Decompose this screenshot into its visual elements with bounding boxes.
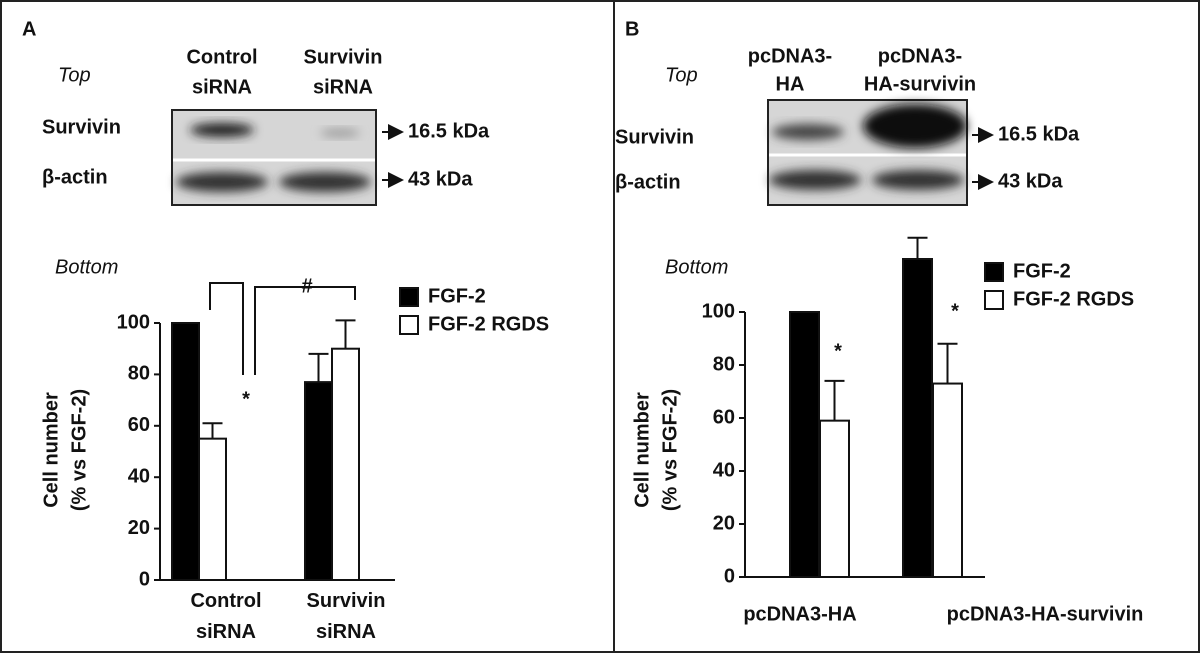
legend-label: FGF-2 [1013, 260, 1071, 282]
y-tick-label: 100 [702, 300, 735, 322]
bar [171, 322, 200, 581]
bottom-label: Bottom [665, 256, 728, 278]
size-label: 16.5 kDa [998, 123, 1080, 145]
y-axis-label: Cell number [631, 392, 653, 508]
size-label: 16.5 kDa [408, 120, 490, 142]
x-tick-label: pcDNA3-HA [743, 603, 856, 625]
annotation: # [301, 275, 312, 297]
bar [902, 258, 933, 578]
x-tick-label-line: siRNA [196, 621, 256, 643]
y-tick-label: 20 [128, 517, 150, 539]
top-label: Top [665, 64, 698, 86]
y-tick-label: 20 [713, 512, 735, 534]
y-axis-label: (% vs FGF-2) [659, 389, 681, 511]
bottom-label: Bottom [55, 256, 118, 278]
x-tick-label: Survivin siRNA [307, 590, 386, 643]
row-label: β-actin [42, 166, 108, 188]
legend-swatch [984, 262, 1004, 282]
bar [198, 437, 227, 581]
x-tick-label: pcDNA3-HA-survivin [947, 603, 1144, 625]
y-tick-label: 100 [117, 311, 150, 333]
y-tick-label: 0 [724, 565, 735, 587]
legend-label: FGF-2 RGDS [1013, 288, 1134, 310]
annotation: * [242, 388, 250, 410]
lane-label: HA-survivin [864, 73, 976, 95]
y-tick-label: 60 [128, 414, 150, 436]
panel-letter: A [22, 18, 36, 40]
y-tick-label: 40 [713, 459, 735, 481]
size-label: 43 kDa [408, 168, 473, 190]
lane-label: Control [186, 46, 257, 68]
bar [304, 381, 333, 581]
lane-label: HA [776, 73, 805, 95]
row-label: Survivin [42, 116, 121, 138]
bar [789, 311, 820, 578]
size-label: 43 kDa [998, 170, 1063, 192]
lane-label: pcDNA3- [878, 45, 962, 67]
x-tick-label-line: Survivin [307, 590, 386, 612]
blot [767, 99, 968, 206]
y-tick-label: 40 [128, 465, 150, 487]
top-label: Top [58, 64, 91, 86]
significance-bracket [209, 282, 356, 375]
legend-label: FGF-2 [428, 285, 486, 307]
lane-label: Survivin [304, 46, 383, 68]
annotation: * [951, 300, 959, 322]
bar [331, 347, 360, 582]
row-label: β-actin [615, 171, 681, 193]
y-tick-label: 0 [139, 568, 150, 590]
legend-swatch [399, 315, 419, 335]
y-tick-label: 60 [713, 406, 735, 428]
legend-label: FGF-2 RGDS [428, 313, 549, 335]
panel-letter: B [625, 18, 639, 40]
bar [932, 382, 963, 578]
y-axis-label: (% vs FGF-2) [68, 389, 90, 511]
row-label: Survivin [615, 126, 694, 148]
lane-label: pcDNA3- [748, 45, 832, 67]
y-tick-label: 80 [128, 363, 150, 385]
legend-swatch [984, 290, 1004, 310]
x-tick-label: Control siRNA [190, 590, 261, 643]
bar [819, 419, 850, 578]
x-tick-label-line: siRNA [316, 621, 376, 643]
lane-label: siRNA [192, 76, 252, 98]
y-tick-label: 80 [713, 353, 735, 375]
legend-swatch [399, 287, 419, 307]
lane-label: siRNA [313, 76, 373, 98]
y-axis-label: Cell number [40, 392, 62, 508]
x-tick-label-line: Control [190, 590, 261, 612]
blot [171, 109, 377, 206]
annotation: * [834, 340, 842, 362]
